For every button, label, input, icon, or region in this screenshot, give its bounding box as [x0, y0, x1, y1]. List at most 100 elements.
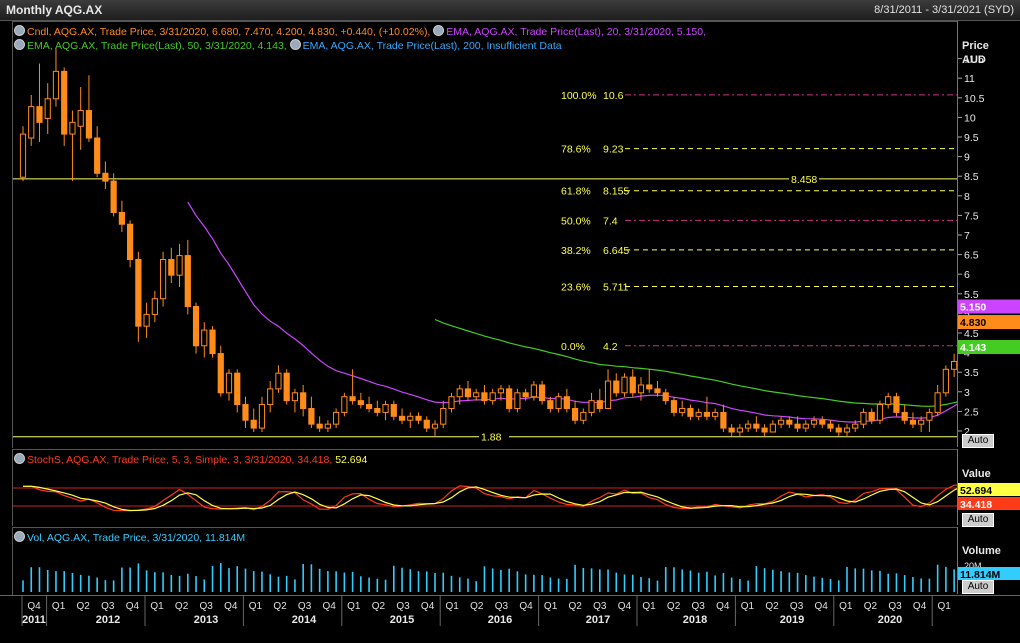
- candle-body-down: [415, 415, 422, 421]
- legend-ema50-entry[interactable]: EMA, AQG.AX, Trade Price(Last), 50, 3/31…: [14, 39, 287, 52]
- candle: [827, 420, 834, 432]
- quarter-label: Q1: [642, 601, 656, 612]
- volume-legend[interactable]: Vol, AQG.AX, Trade Price, 3/31/2020, 11.…: [14, 531, 245, 544]
- quarter-label: Q4: [716, 601, 730, 612]
- candle-body-up: [736, 427, 743, 433]
- legend-ema200-entry[interactable]: EMA, AQG.AX, Trade Price(Last), 200, Ins…: [289, 39, 562, 52]
- quarter-label: Q1: [544, 601, 558, 612]
- legend-icon: [14, 531, 25, 542]
- candle-body-down: [646, 384, 653, 390]
- stoch-auto-button[interactable]: Auto: [962, 513, 994, 527]
- candle: [118, 200, 125, 233]
- candle-body-down: [563, 396, 570, 409]
- candle-body-up: [44, 98, 51, 119]
- price-plot[interactable]: 100.0% 10.6 78.6% 9.23 61.8% 8.155 50.0% 7.4 38.…: [12, 21, 958, 448]
- candle-body-down: [316, 423, 323, 429]
- candle-body-down: [300, 392, 307, 409]
- candle: [596, 388, 603, 413]
- candle-body-up: [860, 411, 867, 425]
- candle: [374, 400, 381, 417]
- candle-body-up: [580, 411, 587, 421]
- candle-body-down: [827, 423, 834, 429]
- legend-candle-entry[interactable]: Cndl, AQG.AX, Trade Price, 3/31/2020, 6.…: [14, 25, 431, 38]
- candle: [225, 369, 233, 401]
- legend-candle-text: Cndl, AQG.AX, Trade Price, 3/31/2020, 6.…: [27, 26, 431, 38]
- candle: [580, 408, 587, 425]
- candle-body-up: [802, 423, 809, 429]
- support-label-bg: [789, 172, 819, 185]
- candle: [283, 369, 290, 405]
- candle-body-down: [629, 376, 636, 394]
- price-auto-button[interactable]: Auto: [962, 434, 994, 448]
- date-range: 8/31/2011 - 3/31/2021 (SYD): [874, 4, 1014, 16]
- candle: [571, 400, 579, 425]
- candle-body-up: [514, 392, 521, 409]
- candle-body-down: [720, 411, 727, 429]
- candle: [382, 400, 389, 421]
- candle: [234, 369, 241, 413]
- year-label: 2018: [683, 614, 707, 626]
- candle-body-up: [176, 255, 183, 276]
- candle: [324, 420, 331, 432]
- candle: [934, 384, 941, 417]
- year-label: 2013: [194, 614, 218, 626]
- quarter-label: Q3: [888, 601, 902, 612]
- legend-icon: [14, 39, 25, 50]
- candle-body-down: [893, 396, 900, 413]
- candle: [621, 373, 628, 397]
- candle-body-up: [530, 384, 537, 398]
- stoch-plot[interactable]: [12, 449, 958, 526]
- candle-body-up: [951, 360, 958, 370]
- candle-body-up: [69, 121, 76, 135]
- stoch-axis-title: Value: [962, 468, 991, 480]
- time-axis[interactable]: Q4 Q1 Q2 Q3 Q4 Q1 Q2 Q3 Q4 Q1 Q2 Q3 Q4 Q1 Q2 Q3 Q4 Q1 Q2 Q3…: [0, 595, 1020, 643]
- candle-body-up: [810, 419, 818, 425]
- candle-body-down: [481, 392, 488, 402]
- stoch-axis-svg: 52.694 34.418: [958, 483, 1020, 511]
- candle: [110, 173, 117, 217]
- candle-body-down: [670, 400, 678, 413]
- legend-ema20-entry[interactable]: EMA, AQG.AX, Trade Price(Last), 20, 3/31…: [433, 25, 706, 38]
- price-tick-label: 9.5: [964, 132, 979, 144]
- candle: [398, 408, 406, 425]
- price-pane: 100.0% 10.6 78.6% 9.23 61.8% 8.155 50.0% 7.4 38.…: [0, 21, 1020, 448]
- quarter-label: Q3: [396, 601, 410, 612]
- year-label: 2019: [780, 614, 804, 626]
- price-tick-label: 5: [964, 308, 970, 320]
- price-axis-title-2: AUD: [962, 54, 986, 66]
- candle-body-up: [926, 411, 933, 421]
- candle-body-up: [934, 392, 941, 413]
- candle: [736, 424, 743, 436]
- fib-value-label: 5.711: [603, 282, 629, 294]
- candle: [431, 420, 439, 436]
- candle-body-up: [885, 396, 892, 406]
- legend-icon: [289, 39, 301, 50]
- candle-body-up: [440, 407, 447, 425]
- candle-body-down: [283, 372, 290, 402]
- candle-body-down: [374, 407, 381, 413]
- candle: [143, 302, 150, 338]
- stoch-legend-text: StochS, AQG.AX, Trade Price, 5, 3, Simpl…: [27, 454, 333, 466]
- candle-body-down: [835, 427, 842, 433]
- quarter-label: Q2: [372, 601, 386, 612]
- candle-body-down: [242, 404, 249, 421]
- price-axis[interactable]: 22.533.544.555.566.577.588.599.51010.511…: [957, 21, 1020, 447]
- candle-body-down: [102, 172, 109, 182]
- candle-body-down: [110, 180, 117, 213]
- candle-body-up: [151, 298, 158, 315]
- candle: [547, 396, 554, 413]
- quarter-label: Q4: [323, 601, 337, 612]
- stoch-axis[interactable]: 52.694 34.418: [957, 449, 1020, 525]
- candle: [300, 384, 307, 417]
- volume-legend-text: Vol, AQG.AX, Trade Price, 3/31/2020, 11.…: [27, 532, 246, 544]
- stoch-legend[interactable]: StochS, AQG.AX, Trade Price, 5, 3, Simpl…: [14, 453, 367, 466]
- candle: [365, 396, 373, 413]
- volume-auto-button[interactable]: Auto: [962, 580, 994, 594]
- candle-body-up: [407, 415, 414, 421]
- stoch-value-text: 34.418: [960, 499, 992, 511]
- candle: [662, 388, 669, 405]
- volume-plot[interactable]: [12, 527, 958, 595]
- quarter-label: Q2: [273, 601, 287, 612]
- quarter-label: Q4: [126, 601, 140, 612]
